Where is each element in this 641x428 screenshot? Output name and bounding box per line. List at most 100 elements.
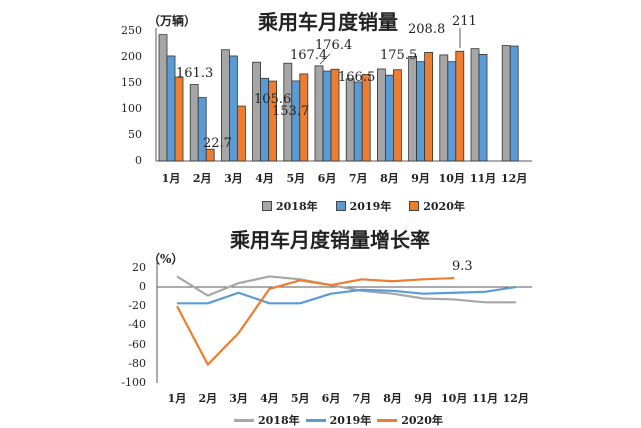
x-tick-label: 4月 — [255, 172, 274, 185]
y-tick-label: 0 — [135, 154, 142, 167]
y-tick-label: 50 — [128, 128, 142, 141]
bar-2018年-1月 — [158, 34, 168, 162]
x-tick-label: 2月 — [192, 172, 212, 185]
y-tick-label: 250 — [121, 24, 142, 37]
x-tick-label: 1月 — [161, 172, 181, 185]
data-label-2020: 167.4 — [290, 48, 328, 63]
x-tick-label: 10月 — [441, 392, 468, 405]
x-tick-label: 10月 — [438, 172, 465, 185]
x-tick-label: 4月 — [260, 392, 279, 405]
bar-2018年-2月 — [189, 84, 199, 162]
data-label-2020: 153.7 — [272, 104, 310, 119]
x-tick-label: 3月 — [229, 392, 248, 405]
x-tick-label: 8月 — [383, 392, 402, 405]
bar-2019年-1月 — [166, 55, 176, 162]
line-chart-title: 乘用车月度销量增长率 — [230, 228, 430, 252]
bar-2019年-6月 — [322, 70, 332, 162]
y-tick-label: 100 — [121, 102, 142, 115]
bar-2019年-5月 — [291, 80, 301, 162]
data-label-2020: 105.6 — [254, 92, 292, 107]
bar-2019年-4月 — [260, 77, 270, 162]
bar-2018年-7月 — [345, 78, 355, 162]
x-tick-label: 7月 — [348, 172, 368, 185]
line-series-2020年 — [176, 276, 455, 366]
bar-2020年-10月 — [455, 50, 465, 162]
bar-2019年-2月 — [197, 97, 207, 162]
bar-2020年-7月 — [361, 74, 371, 162]
bar-2020年-1月 — [174, 76, 184, 162]
legend-line-2020 — [377, 418, 398, 422]
data-label-2020-oct: 9.3 — [452, 259, 473, 274]
legend-swatch-2020 — [409, 201, 420, 211]
bar-2020年-3月 — [236, 105, 246, 162]
bar-2019年-9月 — [416, 61, 426, 162]
bar-2018年-12月 — [501, 45, 511, 162]
bar-2019年-12月 — [509, 45, 519, 162]
bar-chart-unit: （万辆） — [148, 14, 197, 28]
bar-chart-title: 乘用车月度销量 — [258, 10, 398, 34]
data-label-2020: 208.8 — [408, 22, 446, 37]
legend-item-2020: 2020年 — [409, 198, 465, 214]
bar-2018年-11月 — [470, 48, 480, 162]
legend-item-2018: 2018年 — [262, 198, 318, 214]
x-tick-label: 1月 — [167, 392, 187, 405]
bar-2019年-11月 — [478, 54, 488, 162]
x-tick-label: 6月 — [317, 172, 337, 185]
y-tick-label: -40 — [128, 318, 146, 332]
x-tick-label: 6月 — [321, 392, 341, 405]
legend-item-2020: 2020年 — [377, 412, 443, 428]
bar-2020年-9月 — [424, 52, 434, 162]
y-tick-label: -60 — [128, 337, 146, 351]
x-tick-label: 9月 — [414, 392, 433, 405]
x-tick-label: 9月 — [411, 172, 430, 185]
x-tick-label: 2月 — [198, 392, 218, 405]
bar-2020年-4月 — [268, 80, 278, 162]
y-tick-label: 0 — [139, 280, 146, 293]
bar-2018年-6月 — [314, 65, 324, 162]
y-tick-label: 150 — [121, 76, 142, 89]
bar-2020年-2月 — [205, 148, 215, 162]
legend-item-2019: 2019年 — [305, 412, 371, 428]
x-tick-label: 3月 — [224, 172, 243, 185]
data-label-2020: 176.4 — [315, 38, 353, 53]
legend-item-2019: 2019年 — [335, 198, 391, 214]
x-tick-label: 7月 — [352, 392, 372, 405]
legend-item-2018: 2018年 — [234, 412, 300, 428]
x-tick-label: 12月 — [502, 392, 529, 405]
bar-2020年-5月 — [299, 73, 309, 162]
y-tick-label: -100 — [121, 375, 146, 389]
bar-2019年-8月 — [384, 74, 394, 162]
data-label-2020: 175.5 — [380, 48, 418, 63]
y-tick-label: -20 — [128, 299, 146, 313]
x-tick-label: 5月 — [286, 172, 306, 185]
y-tick-label: 20 — [132, 260, 146, 274]
line-series-2019年 — [177, 285, 516, 305]
legend-swatch-2018 — [262, 201, 272, 211]
line-legend: 2018年 2019年 2020年 — [234, 412, 443, 428]
data-label-2020: 22.7 — [203, 136, 232, 151]
x-tick-label: 5月 — [290, 392, 310, 405]
bar-2018年-10月 — [439, 54, 449, 162]
bar-2018年-4月 — [252, 61, 262, 162]
x-tick-label: 12月 — [501, 172, 528, 185]
bar-2018年-8月 — [376, 68, 386, 162]
bar-2019年-10月 — [447, 61, 457, 162]
bar-2019年-7月 — [353, 81, 363, 162]
bar-2020年-6月 — [330, 68, 340, 162]
x-tick-label: 8月 — [380, 172, 399, 185]
x-tick-label: 11月 — [471, 392, 499, 405]
y-tick-label: 200 — [121, 50, 142, 63]
legend-swatch-2019 — [335, 201, 346, 211]
bar-legend: 2018年 2019年 2020年 — [262, 198, 465, 214]
data-label-2020: 161.3 — [176, 66, 214, 81]
leader-line-6 — [319, 53, 331, 65]
legend-line-2019 — [305, 418, 326, 422]
legend-line-2018 — [234, 418, 254, 422]
data-label-2020: 166.5 — [338, 70, 376, 85]
y-tick-label: -80 — [128, 356, 146, 370]
x-tick-label: 11月 — [469, 172, 497, 185]
data-label-2020: 211 — [452, 14, 477, 29]
bar-2020年-8月 — [392, 69, 402, 162]
bar-2018年-9月 — [408, 56, 418, 162]
